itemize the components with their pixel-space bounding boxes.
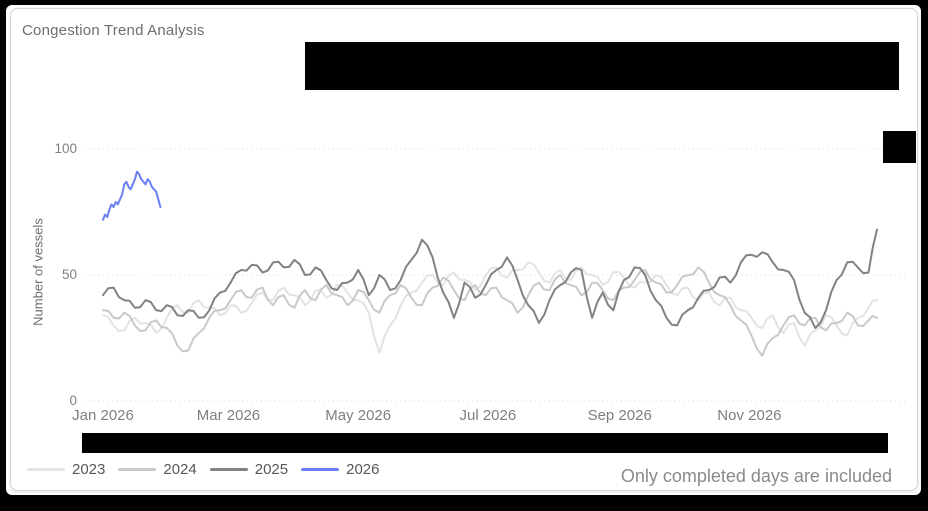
redaction-bar-bottom: [82, 433, 888, 453]
legend-label-2024: 2024: [163, 461, 197, 478]
series-line-2023: [102, 261, 878, 355]
legend-label-2023: 2023: [72, 461, 106, 478]
series-lines: [102, 170, 878, 357]
legend-swatch-2023: [27, 468, 65, 471]
legend-item-2024[interactable]: 2024: [118, 461, 197, 478]
x-tick-label-may-2026: May 2026: [325, 407, 392, 424]
x-tick-label-sep-2026: Sep 2026: [587, 407, 652, 424]
legend-label-2026: 2026: [346, 461, 380, 478]
chart-legend: 2023 2024 2025 2026: [27, 461, 380, 478]
legend-item-2023[interactable]: 2023: [27, 461, 105, 478]
legend-item-2025[interactable]: 2025: [209, 461, 289, 478]
redaction-box-right: [883, 131, 916, 163]
series-line-2026: [102, 170, 162, 221]
legend-item-2026[interactable]: 2026: [301, 461, 380, 478]
redaction-bar-top: [305, 42, 899, 90]
y-tick-label-50: 50: [61, 267, 77, 282]
series-line-2025: [102, 228, 878, 329]
y-tick-label-0: 0: [69, 393, 77, 408]
x-tick-label-mar-2026: Mar 2026: [196, 407, 261, 424]
x-tick-label-jan-2026: Jan 2026: [72, 407, 134, 424]
footnote-text: Only completed days are included: [620, 466, 892, 486]
series-line-2024: [102, 266, 878, 357]
x-tick-label-nov-2026: Nov 2026: [717, 407, 782, 424]
x-tick-label-jul-2026: Jul 2026: [459, 407, 517, 424]
legend-label-2025: 2025: [254, 461, 289, 478]
gridlines: [85, 148, 905, 402]
legend-swatch-2025: [209, 468, 248, 471]
chart-title: Congestion Trend Analysis: [22, 22, 205, 39]
y-tick-label-100: 100: [54, 141, 77, 156]
legend-swatch-2026: [301, 468, 340, 471]
legend-swatch-2024: [118, 468, 157, 471]
